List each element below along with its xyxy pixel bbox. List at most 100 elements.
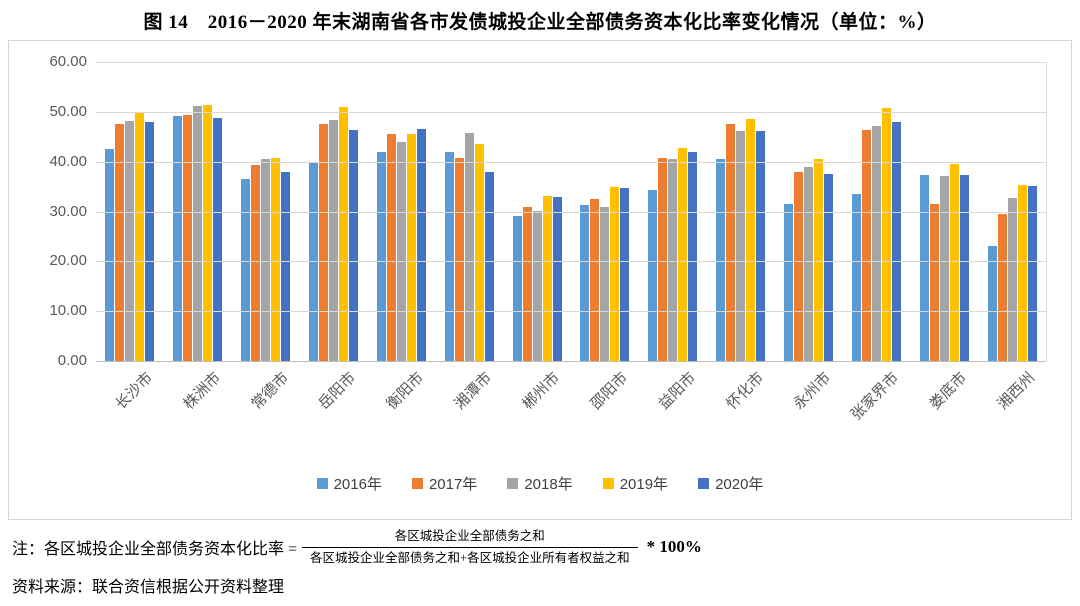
legend-swatch-2016年 <box>316 478 328 489</box>
bar-2020年 <box>620 187 630 361</box>
bar-2018年 <box>261 158 271 361</box>
bar-2020年 <box>959 175 969 361</box>
bar-2017年 <box>454 157 464 361</box>
bar-2017年 <box>319 124 328 361</box>
y-tick-label: 40.00 <box>49 152 87 170</box>
y-tick-label: 50.00 <box>49 102 87 120</box>
footnote: 注：各区城投企业全部债务资本化比率 = 各区城投企业全部债务之和 各区城投企业全… <box>12 527 1080 568</box>
bar-group <box>367 62 435 361</box>
bar-2018年 <box>871 126 881 361</box>
footnote-prefix: 注：各区城投企业全部债务资本化比率 = <box>12 541 298 559</box>
legend-swatch-2019年 <box>602 478 614 489</box>
legend-label: 2017年 <box>428 476 478 493</box>
footnote-fraction: 各区城投企业全部债务之和 各区城投企业全部债务之和+各区城投企业所有者权益之和 <box>302 527 638 568</box>
bar-group <box>164 62 232 361</box>
bar-2017年 <box>929 204 939 361</box>
x-axis-label: 怀化市 <box>722 369 767 413</box>
bar-2019年 <box>746 118 756 361</box>
legend-item: 2020年 <box>698 473 763 494</box>
plot-area <box>96 62 1047 362</box>
x-axis-label: 邵阳市 <box>587 369 632 413</box>
bar-2016年 <box>851 194 861 361</box>
bar-group <box>707 62 775 361</box>
bar-2017年 <box>115 123 125 361</box>
bar-2020年 <box>145 121 155 361</box>
legend-item: 2018年 <box>507 473 573 494</box>
legend-swatch-2020年 <box>698 478 710 489</box>
bar-2020年 <box>688 151 698 361</box>
bar-2018年 <box>125 121 135 361</box>
fraction-denominator: 各区城投企业全部债务之和+各区城投企业所有者权益之和 <box>310 550 630 565</box>
bar-group <box>503 62 571 361</box>
bar-2020年 <box>824 173 834 361</box>
bar-2016年 <box>648 189 658 361</box>
bar-2019年 <box>135 112 145 361</box>
bar-2016年 <box>987 245 997 361</box>
x-axis-label: 益阳市 <box>655 369 699 413</box>
bar-2016年 <box>512 215 522 361</box>
bar-2017年 <box>590 199 600 361</box>
bar-2016年 <box>716 159 726 361</box>
gridline <box>96 211 1046 213</box>
fraction-numerator: 各区城投企业全部债务之和 <box>302 527 638 548</box>
bar-2018年 <box>193 105 203 361</box>
bar-group <box>96 62 164 361</box>
bar-2017年 <box>658 158 668 361</box>
x-axis-label: 衡阳市 <box>383 369 428 413</box>
source-line: 资料来源：联合资信根据公开资料整理 <box>12 578 285 596</box>
chart-area: 60.00 50.00 40.00 30.00 20.00 10.00 0.00 长沙市 株洲… <box>8 40 1072 520</box>
bar-2019年 <box>406 134 416 361</box>
bar-group <box>910 62 978 361</box>
bar-2016年 <box>105 148 115 361</box>
bar-2017年 <box>251 164 261 361</box>
bar-2019年 <box>542 195 552 361</box>
gridline <box>96 311 1046 313</box>
footnote-suffix: * 100% <box>646 537 702 557</box>
legend-item: 2017年 <box>411 473 478 494</box>
x-axis: 长沙市 株洲市 常德市 岳阳市 衡阳市 湘潭市 郴州市 邵阳市 益阳市 怀化市 永州市 张家界市 娄底市… <box>96 364 1046 464</box>
bar-group <box>571 62 639 361</box>
bar-2018年 <box>668 158 678 361</box>
legend-swatch-2018年 <box>507 478 519 489</box>
bar-2019年 <box>474 143 484 361</box>
bar-group <box>978 62 1046 361</box>
legend-label: 2018年 <box>524 476 573 493</box>
bar-group <box>232 62 300 361</box>
bar-2016年 <box>376 151 386 361</box>
bar-2019年 <box>610 187 620 361</box>
bar-2020年 <box>349 130 358 361</box>
bar-2019年 <box>814 159 824 361</box>
y-tick-label: 10.00 <box>49 302 87 320</box>
x-axis-label: 湘潭市 <box>451 369 496 413</box>
bar-2018年 <box>532 210 542 361</box>
x-axis-label: 湘西州 <box>994 369 1039 413</box>
x-axis-label: 郴州市 <box>519 369 564 413</box>
chart-title: 图 14 2016－2020 年末湖南省各市发债城投企业全部债务资本化比率变化情… <box>143 12 937 33</box>
bar-2017年 <box>183 114 193 361</box>
y-tick-label: 20.00 <box>49 252 87 270</box>
gridline <box>96 261 1046 263</box>
gridline <box>96 62 1046 63</box>
bar-group <box>639 62 707 361</box>
x-axis-label: 常德市 <box>247 369 292 413</box>
gridline <box>96 161 1046 163</box>
legend-label: 2016年 <box>333 476 382 493</box>
bar-2016年 <box>173 115 183 361</box>
legend-item: 2016年 <box>316 473 382 494</box>
bar-2017年 <box>726 123 736 361</box>
bar-2018年 <box>600 206 610 361</box>
y-tick-label: 60.00 <box>49 53 87 70</box>
bar-2018年 <box>939 176 949 361</box>
legend-item: 2019年 <box>602 473 668 494</box>
x-axis-label: 永州市 <box>790 369 835 413</box>
bar-2017年 <box>522 206 532 361</box>
bar-2018年 <box>736 130 746 361</box>
bar-2019年 <box>339 107 348 361</box>
bar-2018年 <box>1007 198 1017 361</box>
bar-2016年 <box>580 205 590 361</box>
bar-2018年 <box>804 166 814 361</box>
x-axis-label: 娄底市 <box>926 369 971 413</box>
bar-2020年 <box>213 118 223 361</box>
legend-label: 2020年 <box>715 476 764 493</box>
bar-group <box>775 62 843 361</box>
